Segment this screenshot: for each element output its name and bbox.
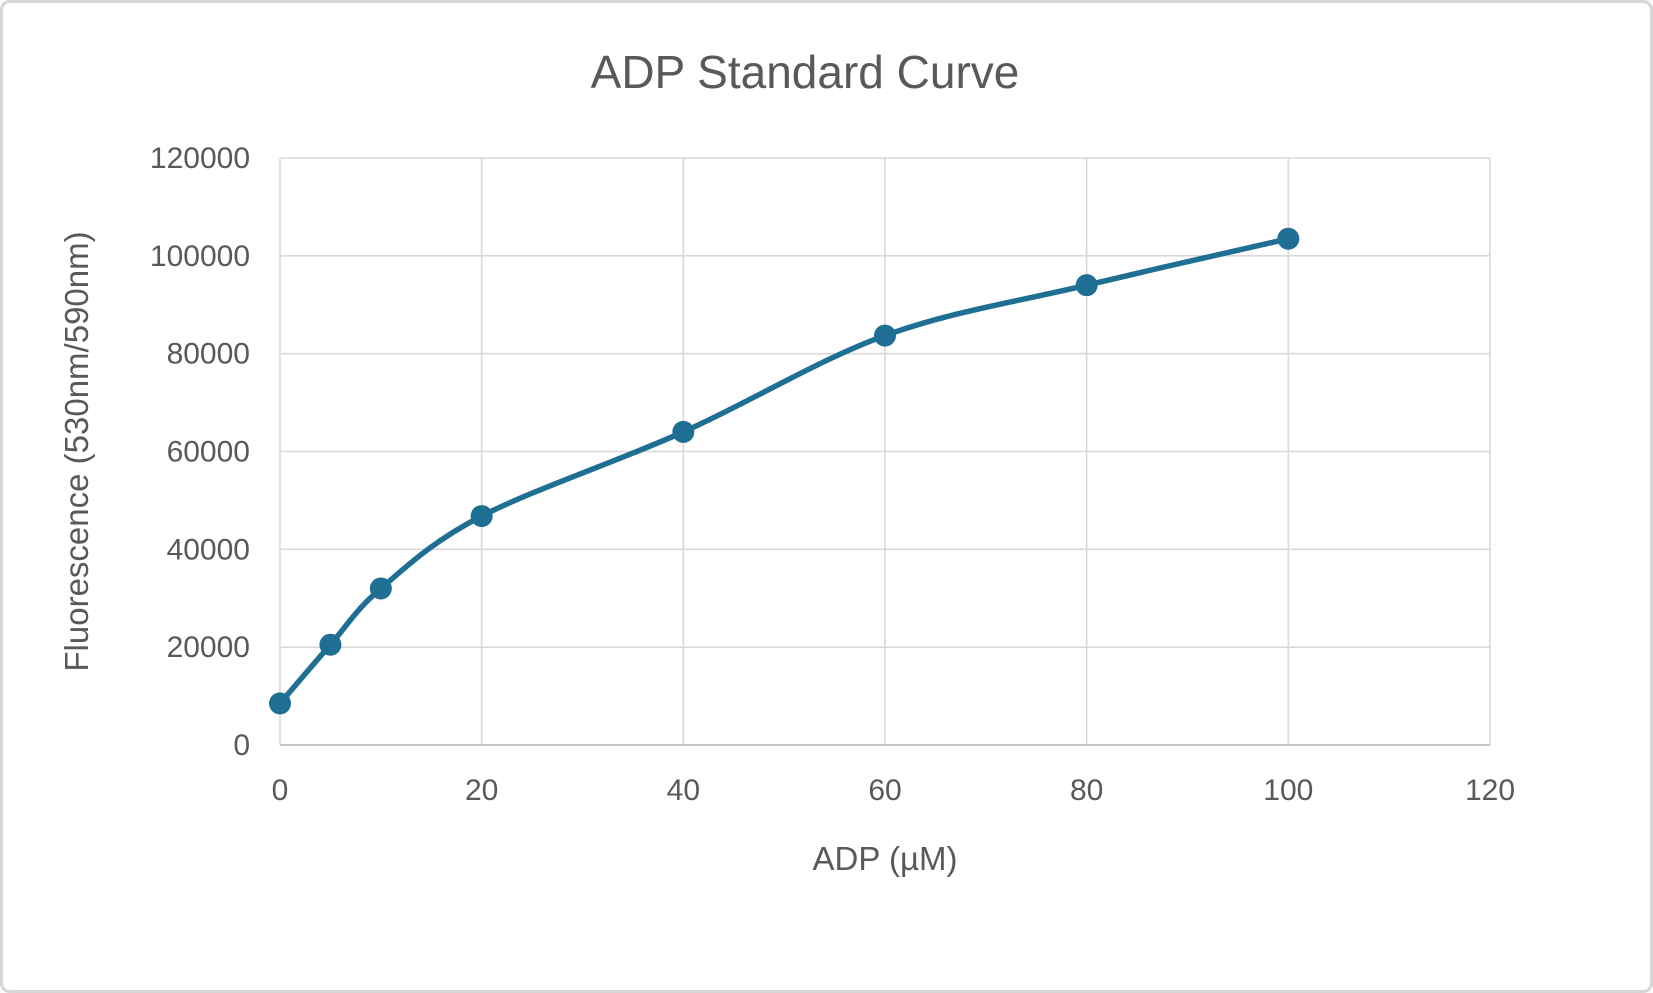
y-tick-label: 60000 <box>167 436 250 469</box>
y-tick-label: 80000 <box>167 338 250 371</box>
y-tick-label: 0 <box>233 729 250 762</box>
data-point-marker <box>470 505 493 528</box>
x-tick-label: 20 <box>465 774 498 807</box>
y-tick-label: 40000 <box>167 533 250 566</box>
series-layer <box>269 227 1300 715</box>
data-point-marker <box>269 692 291 715</box>
x-tick-label: 80 <box>1070 774 1103 807</box>
y-tick-label: 120000 <box>150 142 250 175</box>
x-axis-title: ADP (µM) <box>813 840 958 877</box>
gridline-layer <box>279 157 1491 745</box>
data-point-marker <box>874 324 896 347</box>
x-tick-label: 40 <box>667 774 700 807</box>
data-point-marker <box>1075 274 1098 297</box>
series-line <box>277 235 1292 707</box>
data-point-marker <box>319 633 342 656</box>
x-tick-label: 0 <box>272 774 289 807</box>
chart-title: ADP Standard Curve <box>591 46 1020 98</box>
data-point-marker <box>672 420 695 443</box>
adp-standard-curve-chart: 0 20000 40000 60000 80000 100000 120000 0 20 40 60… <box>58 46 1515 877</box>
data-point-marker <box>369 577 392 600</box>
x-tick-label: 120 <box>1465 774 1515 807</box>
tick-label-layer: 0 20000 40000 60000 80000 100000 120000 0 20 40 60… <box>150 142 1515 807</box>
data-point-marker <box>1277 227 1300 250</box>
x-tick-label: 60 <box>868 774 901 807</box>
y-axis-title: Fluorescence (530nm/590nm) <box>58 231 95 671</box>
y-tick-label: 100000 <box>150 240 250 273</box>
y-tick-label: 20000 <box>167 631 250 664</box>
x-tick-label: 100 <box>1263 774 1313 807</box>
